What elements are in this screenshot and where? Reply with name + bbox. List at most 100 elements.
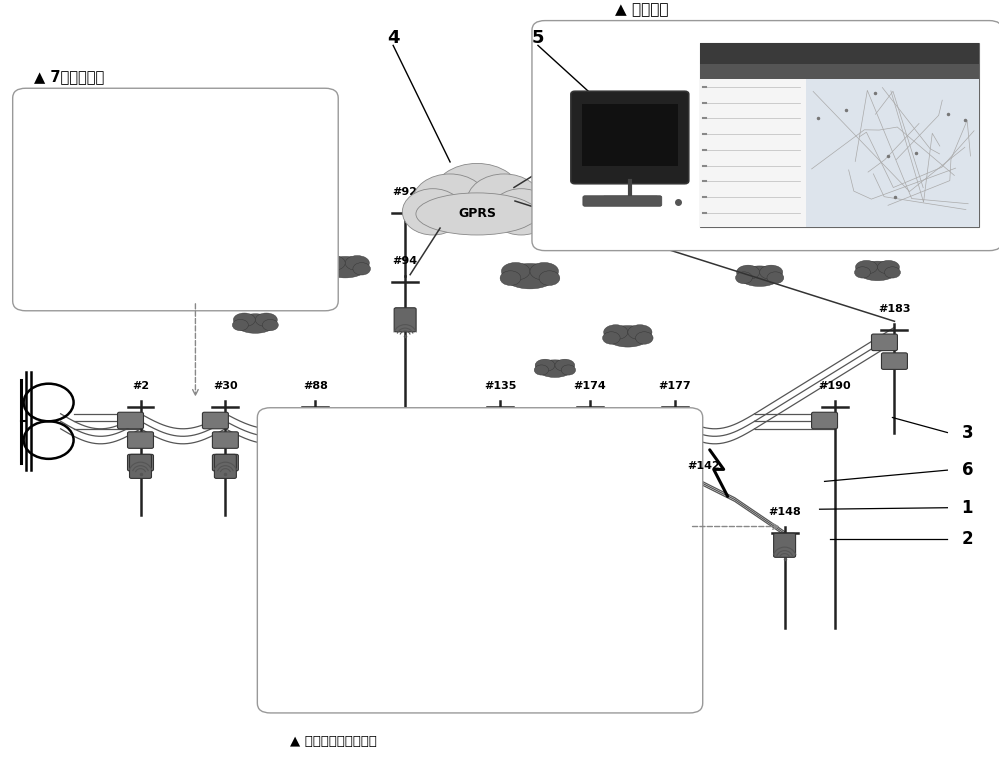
Text: #2: #2 (132, 381, 149, 391)
Ellipse shape (262, 319, 278, 331)
Ellipse shape (855, 267, 870, 278)
FancyBboxPatch shape (202, 413, 228, 429)
Ellipse shape (621, 470, 636, 481)
Ellipse shape (537, 360, 573, 377)
Ellipse shape (760, 265, 783, 280)
Ellipse shape (353, 263, 370, 275)
FancyBboxPatch shape (774, 533, 796, 557)
Ellipse shape (736, 272, 752, 283)
FancyBboxPatch shape (128, 432, 153, 448)
Text: 5: 5 (532, 29, 544, 47)
FancyBboxPatch shape (292, 413, 318, 429)
Text: ▲ 主站软件: ▲ 主站软件 (615, 2, 668, 17)
Text: #183: #183 (878, 304, 911, 314)
FancyBboxPatch shape (700, 43, 979, 64)
Ellipse shape (737, 265, 760, 280)
FancyBboxPatch shape (806, 79, 979, 228)
FancyBboxPatch shape (571, 91, 689, 183)
FancyBboxPatch shape (13, 89, 338, 311)
Text: #92: #92 (393, 187, 418, 197)
Text: #94: #94 (393, 257, 418, 267)
FancyBboxPatch shape (392, 432, 418, 448)
Ellipse shape (603, 332, 620, 344)
Ellipse shape (467, 174, 542, 228)
Ellipse shape (858, 261, 897, 280)
FancyBboxPatch shape (130, 455, 151, 478)
Text: #30: #30 (213, 381, 238, 391)
Ellipse shape (595, 465, 615, 477)
FancyBboxPatch shape (652, 413, 678, 429)
FancyBboxPatch shape (664, 473, 686, 497)
Text: 2: 2 (962, 530, 973, 549)
Ellipse shape (597, 465, 633, 483)
FancyBboxPatch shape (118, 413, 143, 429)
Ellipse shape (402, 189, 463, 235)
Ellipse shape (739, 266, 781, 286)
Ellipse shape (561, 365, 576, 375)
Ellipse shape (535, 359, 555, 371)
FancyBboxPatch shape (700, 43, 979, 228)
Ellipse shape (530, 263, 559, 280)
Ellipse shape (235, 314, 275, 333)
Text: 1: 1 (962, 499, 973, 516)
Ellipse shape (884, 267, 900, 278)
Ellipse shape (534, 365, 549, 375)
FancyBboxPatch shape (582, 104, 678, 166)
FancyBboxPatch shape (577, 432, 603, 448)
Text: 4: 4 (387, 29, 399, 47)
Ellipse shape (233, 313, 255, 326)
Ellipse shape (255, 313, 277, 326)
Text: #88: #88 (303, 381, 328, 391)
FancyBboxPatch shape (394, 308, 416, 332)
Text: #148: #148 (768, 507, 801, 516)
Ellipse shape (504, 264, 556, 289)
Ellipse shape (604, 325, 628, 340)
Ellipse shape (321, 256, 345, 270)
Text: #142: #142 (688, 461, 720, 471)
Text: #177: #177 (658, 381, 691, 391)
FancyBboxPatch shape (487, 432, 513, 448)
Text: #190: #190 (818, 381, 851, 391)
Ellipse shape (877, 261, 899, 274)
Text: 3: 3 (962, 423, 973, 442)
Ellipse shape (232, 319, 248, 331)
FancyBboxPatch shape (214, 455, 236, 478)
FancyBboxPatch shape (812, 413, 838, 429)
Ellipse shape (413, 174, 487, 228)
Text: ▲ 电流、电压录波波形: ▲ 电流、电压录波波形 (290, 735, 377, 748)
Text: ▲ 7天负荷电流: ▲ 7天负荷电流 (34, 70, 104, 85)
FancyBboxPatch shape (700, 79, 806, 228)
Ellipse shape (345, 256, 369, 270)
FancyBboxPatch shape (257, 408, 703, 713)
Ellipse shape (416, 193, 538, 235)
Ellipse shape (433, 163, 521, 227)
FancyBboxPatch shape (477, 413, 503, 429)
Ellipse shape (594, 470, 609, 481)
FancyBboxPatch shape (212, 432, 238, 448)
Ellipse shape (320, 263, 338, 275)
Ellipse shape (606, 325, 650, 347)
FancyBboxPatch shape (382, 413, 408, 429)
FancyBboxPatch shape (700, 64, 979, 79)
Ellipse shape (767, 272, 784, 283)
FancyBboxPatch shape (212, 455, 238, 471)
Ellipse shape (323, 257, 367, 278)
Ellipse shape (555, 359, 575, 371)
Text: #174: #174 (574, 381, 606, 391)
FancyBboxPatch shape (128, 455, 153, 471)
FancyBboxPatch shape (532, 21, 1000, 251)
Ellipse shape (501, 263, 530, 280)
Ellipse shape (539, 270, 560, 286)
Ellipse shape (636, 332, 653, 344)
Ellipse shape (615, 465, 635, 477)
Ellipse shape (628, 325, 652, 340)
FancyBboxPatch shape (583, 196, 662, 206)
Text: #135: #135 (484, 381, 516, 391)
Ellipse shape (491, 189, 552, 235)
Ellipse shape (856, 261, 877, 274)
Text: 6: 6 (962, 461, 973, 479)
FancyBboxPatch shape (881, 353, 907, 370)
FancyBboxPatch shape (567, 413, 593, 429)
Text: GPRS: GPRS (458, 206, 496, 219)
Ellipse shape (500, 270, 521, 286)
